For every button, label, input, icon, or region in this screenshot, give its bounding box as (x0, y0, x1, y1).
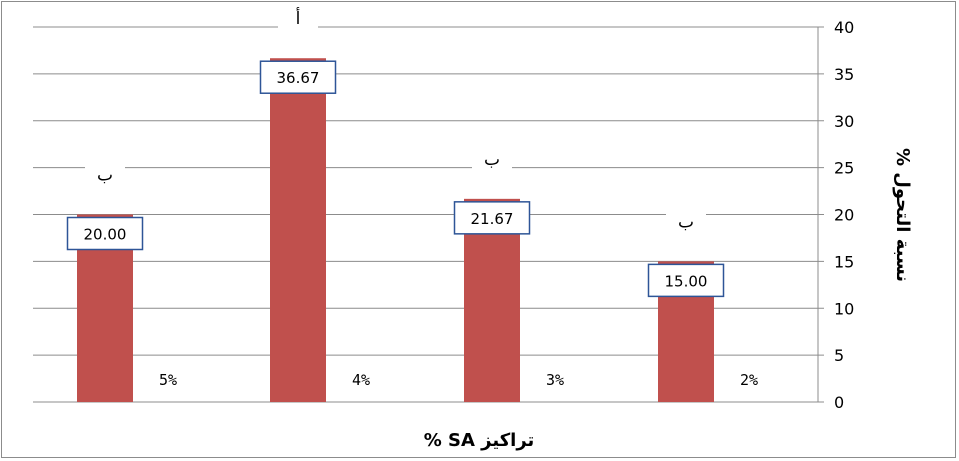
y-tick-label: 15 (834, 252, 854, 271)
data-label-box (66, 216, 144, 251)
category-label: 3% (546, 371, 564, 389)
y-tick-label: 35 (834, 65, 854, 84)
category-labels: 5% 4% 3% 2% (159, 371, 758, 389)
data-label: 15.00 (665, 272, 708, 290)
y-tick-label: 20 (834, 206, 854, 225)
significance-letter: أ (296, 7, 301, 29)
category-label: 4% (352, 371, 370, 389)
bars (77, 58, 714, 402)
category-label: 5% (159, 371, 177, 389)
data-label-box (647, 263, 725, 298)
letter-bg (278, 5, 318, 32)
y-tick-label: 5 (834, 346, 844, 365)
y-axis-title: نسبة التحول % (892, 148, 913, 282)
significance-letter: ب (678, 212, 694, 232)
letter-bg (85, 161, 125, 188)
letter-bg (666, 208, 706, 235)
letter-bg (472, 145, 512, 172)
bar-4% (270, 58, 326, 402)
data-labels: 20.00 36.67 21.67 15.00 (66, 60, 725, 298)
y-tick-label: 0 (834, 393, 844, 412)
data-label-box (453, 201, 531, 235)
data-label-box (259, 60, 337, 94)
data-label: 20.00 (84, 226, 127, 244)
y-tick-label: 40 (834, 18, 854, 37)
significance-letter: ب (484, 150, 500, 170)
y-tick-label: 25 (834, 159, 854, 178)
x-axis-title: تراكيز SA % (424, 430, 535, 451)
significance-letter: ب (97, 166, 113, 186)
y-tick-label: 30 (834, 112, 854, 131)
data-label: 21.67 (471, 210, 514, 228)
y-tick-label: 10 (834, 299, 854, 318)
category-label: 2% (740, 371, 758, 389)
significance-letters: ب أ ب ب (85, 5, 706, 235)
data-label: 36.67 (277, 69, 320, 87)
y-axis-ticks: 0 5 10 15 20 25 30 35 40 (818, 18, 854, 412)
